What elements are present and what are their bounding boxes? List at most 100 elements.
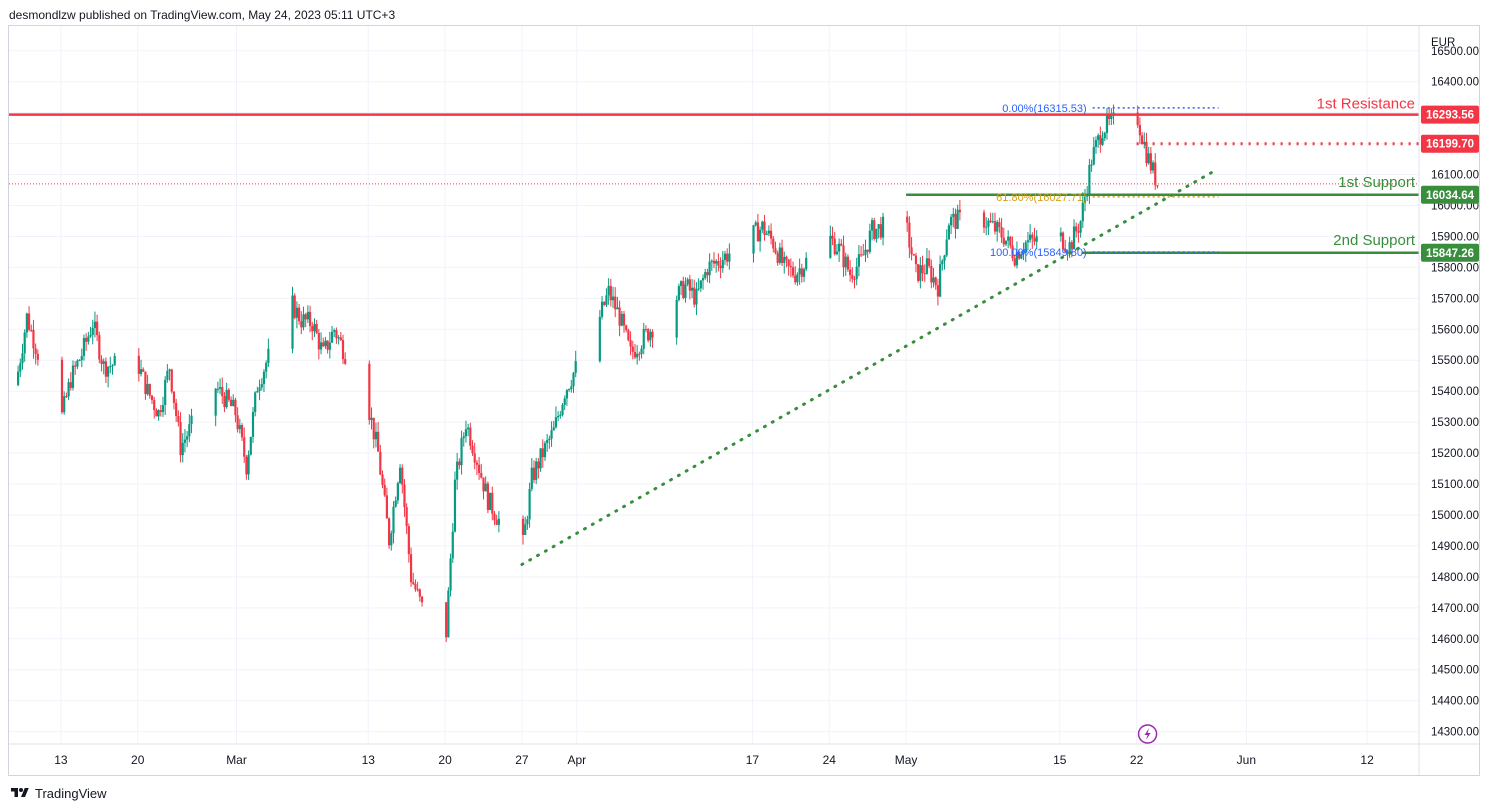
candle-body [958, 209, 961, 213]
candle-body [30, 329, 33, 331]
candle-body [148, 384, 151, 396]
candle-body [908, 222, 911, 248]
candle-body [930, 265, 933, 283]
candle-body [1066, 251, 1069, 253]
candle-body [805, 257, 808, 270]
candle-body [223, 396, 226, 408]
candle-body [939, 264, 942, 297]
candle-body [1002, 237, 1005, 245]
candle-body [186, 436, 189, 440]
candle-body [728, 253, 731, 262]
lightning-icon[interactable] [1137, 724, 1158, 744]
candle-body [693, 287, 696, 305]
candle-body [480, 472, 483, 478]
candle-body [317, 333, 320, 350]
candle-body [1004, 240, 1008, 245]
candle-body [260, 384, 263, 388]
candle-body [541, 448, 544, 458]
candle-body [344, 359, 347, 364]
candlestick-series [16, 104, 1159, 643]
candle-body [925, 258, 929, 274]
candle-body [752, 225, 755, 254]
price-tick-label: 15300.00 [1431, 417, 1479, 429]
candle-body [521, 518, 525, 535]
chart-frame[interactable]: 0.00%(16315.53) 61.80%(16027.71) 100.00%(1… [8, 25, 1480, 776]
time-axis[interactable]: 13 20 Mar 13 20 27 Apr 17 24 May 15 22 Jun 12 [9, 743, 1479, 767]
candle-body [405, 507, 408, 527]
candle-body [1154, 162, 1157, 186]
candle-body [153, 400, 156, 411]
candle-body [214, 388, 217, 416]
candle-body [302, 314, 305, 328]
candle-body [475, 462, 479, 465]
price-tick-label: 15100.00 [1431, 479, 1479, 491]
candle-body [726, 253, 729, 262]
candle-body [71, 365, 75, 388]
tradingview-footer[interactable]: TradingView [10, 784, 107, 802]
candle-body [313, 324, 316, 332]
candle-body [723, 253, 727, 260]
candle-body [1156, 185, 1159, 187]
candle-body [954, 213, 957, 229]
candle-body [835, 251, 839, 255]
candle-body [234, 399, 237, 416]
date-tick-label: 22 [1130, 753, 1144, 767]
candle-body [383, 484, 386, 496]
candle-body [1138, 124, 1141, 136]
candle-body [985, 226, 988, 228]
candle-body [491, 492, 494, 514]
candle-body [245, 456, 248, 475]
candle-body [464, 429, 468, 437]
candle-body [377, 431, 380, 452]
candle-body [1145, 141, 1148, 164]
candle-body [618, 307, 621, 326]
candle-body [315, 324, 318, 334]
candle-body [998, 222, 1001, 228]
candle-body [308, 311, 312, 327]
candle-body [34, 348, 37, 355]
candle-body [704, 272, 707, 279]
candle-body [23, 332, 26, 354]
price-tick-label: 14400.00 [1431, 696, 1479, 708]
candle-body [875, 228, 878, 239]
candle-body [109, 366, 112, 368]
candle-body [943, 255, 946, 261]
candle-body [855, 266, 858, 280]
price-axis[interactable]: EUR 14300.00 14400.00 14500.00 14600.00 14700… [1418, 26, 1479, 775]
candle-body [778, 247, 781, 263]
price-tick-label: 15400.00 [1431, 386, 1479, 398]
candle-body [1072, 226, 1076, 249]
candle-body [267, 348, 270, 363]
candle-body [800, 268, 803, 277]
candle-body [794, 275, 797, 283]
candle-body [409, 554, 413, 583]
candle-body [625, 325, 628, 331]
price-level-badge [1421, 185, 1479, 204]
candle-body [787, 259, 790, 267]
candle-body [403, 484, 406, 508]
candle-body [1088, 164, 1091, 195]
candle-body [989, 220, 992, 222]
candle-body [831, 235, 834, 239]
candle-body [802, 269, 806, 277]
candle-body [912, 254, 915, 256]
candle-body [640, 348, 643, 354]
candle-body [398, 467, 402, 484]
candle-body [445, 602, 448, 638]
candle-body [721, 259, 724, 269]
candle-body [80, 355, 83, 361]
candle-body [1068, 242, 1071, 253]
price-chart[interactable]: 0.00%(16315.53) 61.80%(16027.71) 100.00%(1… [9, 26, 1479, 775]
candle-body [407, 526, 410, 555]
candle-body [629, 340, 632, 347]
candle-body [1059, 232, 1062, 237]
candle-body [993, 221, 997, 232]
candle-body [240, 425, 244, 438]
candle-body [420, 596, 424, 603]
candle-body [987, 220, 990, 227]
date-tick-label: Jun [1237, 753, 1256, 767]
date-tick-label: Apr [567, 753, 586, 767]
candle-body [330, 331, 334, 343]
candle-body [1064, 249, 1067, 252]
candle-body [688, 279, 691, 291]
